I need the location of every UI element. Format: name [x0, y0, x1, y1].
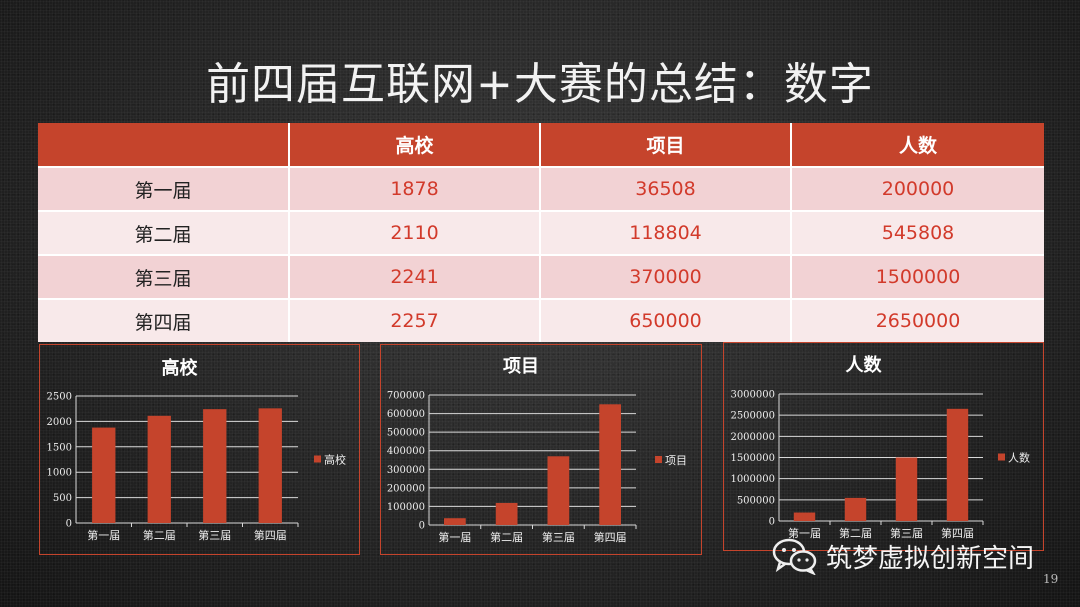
table-cell: 2257: [289, 299, 541, 342]
y-tick-label: 500000: [387, 428, 425, 439]
table-row: 第三届 2241 370000 1500000: [38, 255, 1044, 300]
table-cell: 2241: [289, 255, 541, 300]
bar: [946, 408, 969, 521]
bar: [793, 512, 816, 521]
chart-title: 项目: [503, 356, 539, 377]
y-tick-label: 500000: [737, 495, 775, 506]
page-title: 前四届互联网+大赛的总结：数字: [206, 59, 874, 110]
y-tick-label: 1000: [47, 468, 72, 479]
x-tick-label: 第三届: [890, 526, 923, 540]
y-tick-label: 0: [769, 517, 775, 528]
table-row: 第二届 2110 118804 545808: [38, 211, 1044, 256]
table-cell: 370000: [540, 255, 792, 300]
y-tick-label: 2000: [47, 417, 72, 428]
wechat-icon: [772, 538, 817, 575]
y-tick-label: 400000: [387, 446, 425, 457]
chart-projects-svg: 项目 0 100000 200000 300000 400000 500000 600000 7…: [387, 356, 687, 544]
bar: [547, 456, 570, 525]
table-cell: 1878: [289, 167, 541, 212]
table-row: 第一届 1878 36508 200000: [38, 167, 1044, 212]
x-tick-label: 第四届: [254, 528, 287, 542]
y-tick-label: 0: [66, 519, 72, 530]
legend-label: 项目: [665, 454, 687, 467]
y-tick-label: 2500000: [730, 411, 775, 422]
x-tick-label: 第二届: [490, 530, 523, 544]
chart-universities: 高校 0 500 1000 1500 2000 2500 第一届 第二届 第三届 第四届 高校: [39, 344, 360, 555]
row-label: 第二届: [38, 211, 290, 256]
bar: [599, 404, 621, 525]
y-tick-label: 100000: [387, 502, 425, 513]
bar: [495, 502, 518, 525]
y-tick-label: 200000: [387, 483, 425, 494]
bar: [895, 457, 918, 521]
summary-table: 高校 项目 人数 第一届 1878 36508 200000 第二届 2110 …: [38, 123, 1044, 342]
y-tick-label: 1500: [47, 442, 72, 453]
table-cell: 2110: [289, 211, 541, 256]
watermark: 筑梦虚拟创新空间: [772, 536, 1034, 576]
chart-title: 高校: [162, 357, 199, 379]
watermark-text: 筑梦虚拟创新空间: [826, 543, 1035, 574]
y-tick-label: 1500000: [730, 453, 775, 464]
table-header-cell: 人数: [791, 123, 1044, 168]
legend-swatch: [314, 455, 321, 463]
y-tick-label: 0: [419, 521, 425, 532]
y-tick-label: 1000000: [730, 474, 775, 485]
x-tick-label: 第二届: [839, 526, 872, 540]
table-cell: 1500000: [791, 255, 1044, 300]
x-tick-label: 第三届: [198, 528, 231, 542]
x-tick-label: 第四届: [594, 530, 627, 544]
table-cell: 650000: [540, 299, 792, 342]
bar: [203, 409, 227, 523]
row-label: 第四届: [38, 299, 290, 342]
y-tick-label: 300000: [387, 465, 425, 476]
x-tick-label: 第三届: [542, 530, 575, 544]
bar: [92, 427, 116, 523]
table-header-cell: [38, 123, 290, 168]
bar: [258, 408, 282, 523]
y-tick-label: 600000: [387, 409, 425, 420]
y-tick-label: 500: [53, 493, 72, 504]
legend-swatch: [998, 453, 1005, 461]
table-row: 第四届 2257 650000 2650000: [38, 299, 1044, 342]
chart-participants: 人数 0 500000 1000000 1500000 2000000 2500000 300…: [723, 342, 1044, 551]
table-header-cell: 项目: [540, 123, 792, 168]
row-label: 第三届: [38, 255, 290, 300]
table-cell: 118804: [540, 211, 792, 256]
table-header-cell: 高校: [289, 123, 541, 168]
bar: [147, 415, 171, 523]
table-cell: 36508: [540, 167, 792, 212]
x-tick-label: 第二届: [143, 528, 176, 542]
y-tick-label: 3000000: [730, 390, 775, 401]
page-number: 19: [1043, 572, 1059, 586]
y-tick-label: 700000: [387, 391, 425, 402]
legend-label: 高校: [324, 453, 346, 467]
bar: [844, 497, 867, 521]
table-cell: 200000: [791, 167, 1044, 212]
y-tick-label: 2000000: [730, 432, 775, 443]
chart-participants-svg: 人数 0 500000 1000000 1500000 2000000 2500000 300…: [730, 354, 1030, 540]
legend-label: 人数: [1008, 452, 1030, 465]
table-cell: 2650000: [791, 299, 1044, 342]
x-tick-label: 第一届: [438, 530, 471, 544]
x-tick-label: 第一届: [788, 526, 821, 540]
x-tick-label: 第四届: [941, 526, 974, 540]
chart-title: 人数: [846, 354, 883, 376]
chart-projects: 项目 0 100000 200000 300000 400000 500000 600000 7…: [380, 344, 702, 555]
x-tick-label: 第一届: [87, 528, 120, 542]
y-tick-label: 2500: [47, 392, 72, 403]
bar: [444, 518, 466, 525]
row-label: 第一届: [38, 167, 290, 212]
legend-swatch: [655, 456, 662, 463]
table-header-row: 高校 项目 人数: [38, 123, 1044, 168]
table-cell: 545808: [791, 211, 1044, 256]
chart-universities-svg: 高校 0 500 1000 1500 2000 2500 第一届 第二届 第三届 第四届 高校: [47, 357, 346, 542]
